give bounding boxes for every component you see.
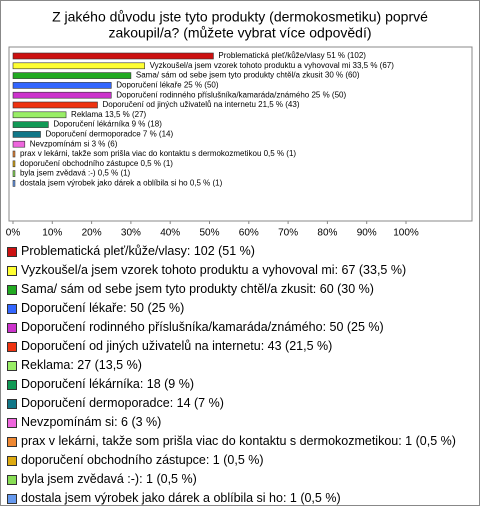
legend-label: doporučení obchodního zástupce: 1 (0,5 %… (21, 453, 264, 467)
legend-swatch (7, 323, 17, 333)
legend-item: Sama/ sám od sebe jsem tyto produkty cht… (7, 282, 471, 297)
chart: Z jakého důvodu jste tyto produkty (derm… (6, 9, 473, 239)
bar-label: Doporučení rodinného příslušníka/kamarád… (116, 90, 346, 99)
bar-label: dostala jsem výrobek jako dárek a oblíbi… (20, 179, 223, 188)
legend-swatch (7, 342, 17, 352)
x-tick-label: 90% (357, 228, 377, 239)
legend-item: Doporučení rodinného příslušníka/kamarád… (7, 320, 471, 335)
legend: Problematická pleť/kůže/vlasy: 102 (51 %… (7, 244, 471, 505)
legend-swatch (7, 456, 17, 466)
bar-label: Reklama 13,5 % (27) (71, 110, 146, 119)
bar (12, 82, 112, 89)
bar-label: Doporučení lékárníka 9 % (18) (53, 120, 162, 129)
legend-label: Vyzkoušel/a jsem vzorek tohoto produktu … (21, 263, 407, 277)
legend-swatch (7, 475, 17, 485)
bar-label: Problematická pleť/kůže/vlasy 51 % (102) (218, 51, 366, 60)
bar (12, 170, 16, 177)
legend-swatch (7, 247, 17, 257)
legend-swatch (7, 437, 17, 447)
legend-swatch (7, 304, 17, 314)
bar-label: doporučení obchodního zástupce 0,5 % (1) (20, 159, 173, 168)
bar (12, 72, 132, 79)
bar-label: prax v lekárni, takže som prišla viac do… (20, 149, 296, 158)
legend-swatch (7, 418, 17, 428)
bar-label: Doporučení od jiných uživatelů na intern… (102, 100, 299, 109)
plot-frame (8, 46, 473, 222)
bar (12, 131, 41, 138)
x-tick-label: 100% (393, 228, 419, 239)
chart-title: Z jakého důvodu jste tyto produkty (derm… (52, 9, 428, 25)
legend-swatch (7, 399, 17, 409)
bar-label: Nevzpomínám si 3 % (6) (30, 139, 118, 148)
legend-label: Doporučení lékárníka: 18 (9 %) (21, 377, 195, 391)
legend-swatch (7, 361, 17, 371)
bar-label: Vyzkoušel/a jsem vzorek tohoto produktu … (150, 61, 395, 70)
legend-item: Doporučení dermoporadce: 14 (7 %) (7, 396, 471, 411)
legend-label: byla jsem zvědavá :-): 1 (0,5 %) (21, 472, 197, 486)
bar (12, 160, 16, 168)
x-tick-label: 60% (239, 228, 259, 239)
legend-item: prax v lekárni, takže som prišla viac do… (7, 434, 471, 449)
legend-swatch (7, 266, 17, 276)
x-tick-label: 0% (6, 228, 21, 239)
legend-item: doporučení obchodního zástupce: 1 (0,5 %… (7, 453, 471, 468)
bar (12, 150, 16, 158)
legend-item: dostala jsem výrobek jako dárek a oblíbi… (7, 491, 471, 505)
x-tick-label: 70% (278, 228, 298, 239)
legend-label: Doporučení lékaře: 50 (25 %) (21, 301, 185, 315)
x-tick-label: 50% (199, 228, 219, 239)
x-tick-label: 80% (317, 228, 337, 239)
legend-item: Doporučení lékárníka: 18 (9 %) (7, 377, 471, 392)
legend-item: Doporučení od jiných uživatelů na intern… (7, 339, 471, 354)
legend-item: Doporučení lékaře: 50 (25 %) (7, 301, 471, 316)
legend-item: byla jsem zvědavá :-): 1 (0,5 %) (7, 472, 471, 487)
legend-label: Doporučení dermoporadce: 14 (7 %) (21, 396, 224, 410)
legend-swatch (7, 494, 17, 504)
x-tick-label: 20% (82, 228, 102, 239)
legend-label: prax v lekárni, takže som prišla viac do… (21, 434, 456, 448)
chart-title: zakoupil/a? (můžete vybrat více odpovědí… (108, 25, 371, 41)
legend-item: Vyzkoušel/a jsem vzorek tohoto produktu … (7, 263, 471, 278)
bar (12, 62, 145, 70)
bar-label: Doporučení lékaře 25 % (50) (116, 81, 219, 90)
bar-label: byla jsem zvědavá :-) 0,5 % (1) (20, 169, 131, 178)
legend-label: dostala jsem výrobek jako dárek a oblíbi… (21, 491, 341, 505)
bar (12, 101, 98, 109)
legend-label: Doporučení od jiných uživatelů na intern… (21, 339, 333, 353)
bar (12, 140, 26, 148)
bar-label: Sama/ sám od sebe jsem tyto produkty cht… (136, 71, 360, 80)
bar (12, 180, 16, 187)
x-tick-label: 30% (121, 228, 141, 239)
bar-label: Doporučení dermoporadce 7 % (14) (46, 130, 174, 139)
bar (12, 111, 67, 119)
legend-label: Sama/ sám od sebe jsem tyto produkty cht… (21, 282, 374, 296)
legend-label: Reklama: 27 (13,5 %) (21, 358, 142, 372)
bar (12, 91, 112, 99)
legend-swatch (7, 380, 17, 390)
legend-item: Nevzpomínám si: 6 (3 %) (7, 415, 471, 430)
bar (12, 52, 214, 60)
legend-item: Problematická pleť/kůže/vlasy: 102 (51 %… (7, 244, 471, 259)
legend-item: Reklama: 27 (13,5 %) (7, 358, 471, 373)
bar (12, 121, 49, 128)
legend-label: Problematická pleť/kůže/vlasy: 102 (51 %… (21, 244, 255, 258)
legend-label: Doporučení rodinného příslušníka/kamarád… (21, 320, 384, 334)
x-tick-label: 10% (42, 228, 62, 239)
legend-swatch (7, 285, 17, 295)
legend-label: Nevzpomínám si: 6 (3 %) (21, 415, 162, 429)
x-tick-label: 40% (160, 228, 180, 239)
